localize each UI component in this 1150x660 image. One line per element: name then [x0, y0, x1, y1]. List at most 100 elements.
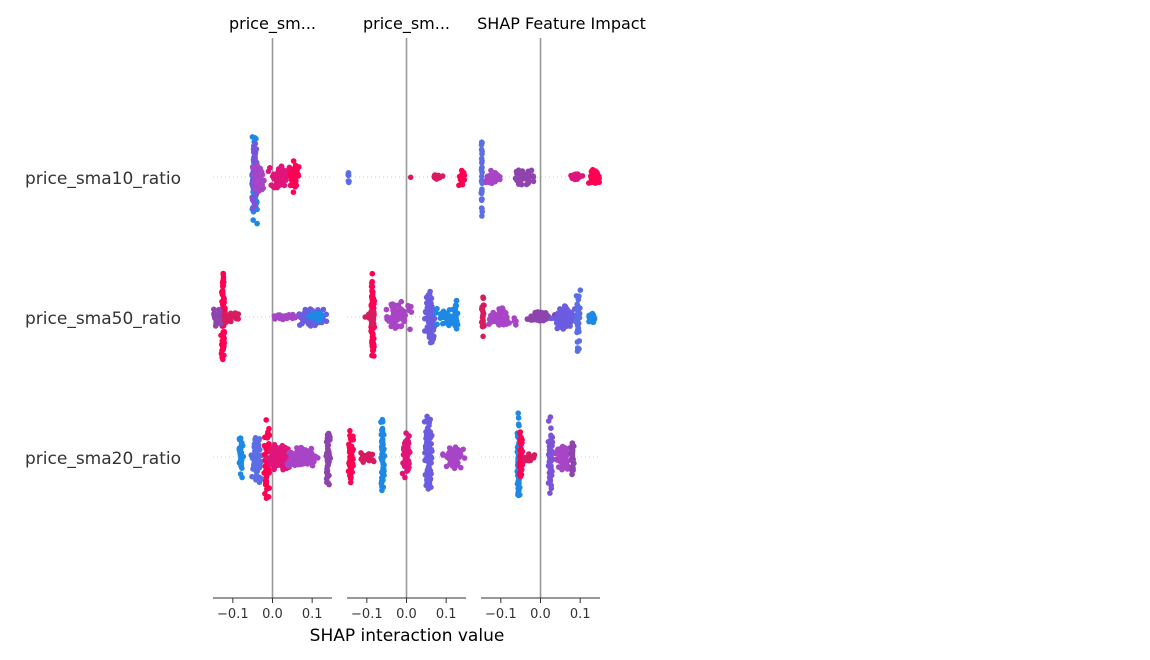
data-point: [518, 181, 525, 188]
data-point: [518, 434, 524, 441]
data-point: [448, 459, 454, 465]
data-point: [305, 454, 312, 461]
data-point: [369, 270, 376, 277]
data-point: [432, 174, 438, 181]
data-point: [256, 181, 263, 187]
data-point: [448, 450, 455, 456]
data-point: [428, 454, 434, 460]
data-point: [393, 312, 400, 318]
data-point: [406, 433, 412, 439]
data-point: [220, 356, 226, 363]
data-point: [407, 174, 414, 181]
data-point: [425, 440, 432, 447]
data-point: [569, 457, 576, 464]
data-point: [287, 173, 294, 180]
data-point: [347, 472, 353, 479]
data-point: [427, 434, 434, 440]
data-point: [403, 444, 410, 451]
data-point: [237, 435, 244, 442]
data-point: [562, 303, 568, 310]
data-point: [307, 449, 313, 456]
data-point: [369, 283, 376, 290]
data-point: [547, 453, 554, 460]
data-point: [347, 446, 353, 453]
data-point: [220, 278, 226, 285]
data-point: [350, 433, 356, 440]
data-point: [211, 315, 218, 321]
data-point: [345, 172, 352, 179]
data-point: [255, 171, 261, 177]
data-point: [253, 477, 259, 483]
data-point: [391, 320, 397, 327]
data-point: [427, 429, 433, 436]
data-point: [381, 432, 387, 438]
data-point: [456, 173, 463, 180]
data-point: [371, 353, 377, 359]
data-point: [528, 167, 535, 174]
data-point: [370, 295, 377, 302]
panel-3: −0.1 0.0 0.1 SHAP Feature Impact: [477, 14, 646, 622]
data-point: [574, 321, 581, 328]
data-point: [249, 473, 255, 480]
data-point: [263, 478, 270, 485]
panel-title: price_sm...: [229, 14, 316, 34]
data-point: [425, 463, 432, 470]
data-point: [288, 453, 295, 460]
data-point: [518, 176, 525, 182]
data-point: [526, 455, 533, 462]
x-tick-label: −0.1: [351, 607, 383, 622]
data-point: [517, 429, 524, 435]
data-point: [561, 455, 567, 462]
data-point: [452, 323, 459, 329]
data-point: [503, 321, 510, 327]
data-point: [557, 324, 564, 330]
data-point: [289, 166, 295, 172]
data-point: [479, 160, 485, 166]
data-point: [480, 295, 487, 302]
data-point: [564, 463, 571, 470]
data-point: [515, 485, 522, 492]
data-point: [282, 315, 288, 321]
series-price-sma10-ratio: [478, 139, 602, 219]
data-point: [547, 414, 554, 420]
data-point: [323, 318, 330, 325]
data-point: [558, 310, 565, 316]
data-point: [309, 460, 315, 466]
data-point: [370, 341, 377, 348]
data-point: [378, 480, 385, 487]
data-point: [219, 337, 226, 344]
data-point: [348, 461, 355, 467]
data-point: [380, 456, 386, 462]
data-point: [434, 305, 440, 312]
data-point: [297, 322, 303, 328]
data-point: [570, 466, 576, 473]
data-point: [302, 450, 308, 457]
data-point: [480, 310, 487, 317]
data-point: [446, 322, 452, 329]
data-point: [323, 476, 330, 482]
data-point: [479, 179, 485, 185]
data-point: [576, 174, 583, 180]
data-point: [484, 173, 491, 180]
data-point: [567, 319, 574, 326]
data-point: [517, 446, 523, 453]
series-price-sma10-ratio: [249, 134, 302, 227]
data-point: [560, 459, 567, 466]
data-point: [554, 457, 561, 463]
data-point: [546, 458, 553, 464]
data-point: [347, 455, 354, 462]
data-point: [380, 464, 386, 471]
data-point: [324, 450, 330, 457]
data-point: [480, 333, 486, 340]
data-point: [429, 448, 435, 455]
data-point: [315, 313, 321, 319]
data-point: [278, 164, 285, 171]
data-point: [220, 302, 227, 308]
data-point: [347, 479, 354, 486]
series-price-sma10-ratio: [345, 167, 468, 189]
x-tick-label: 0.1: [436, 607, 457, 622]
data-point: [537, 317, 544, 324]
data-point: [237, 471, 244, 477]
data-point: [402, 474, 408, 481]
